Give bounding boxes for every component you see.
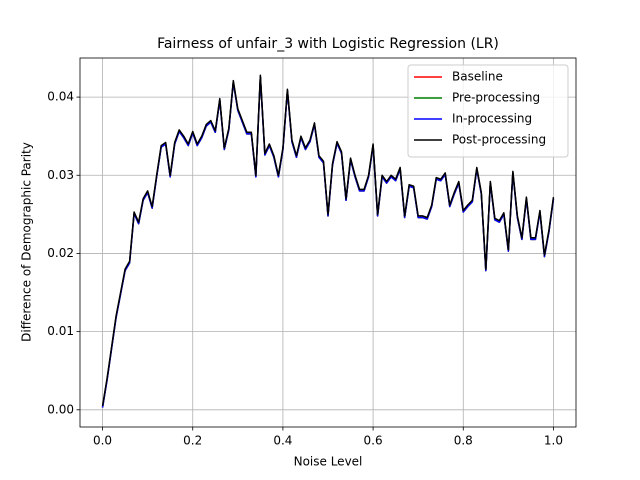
y-tick-label: 0.03 <box>47 168 74 182</box>
legend-label: Pre-processing <box>452 91 540 105</box>
x-axis-label: Noise Level <box>294 455 363 469</box>
x-tick-label: 0.0 <box>93 434 112 448</box>
x-tick-label: 1.0 <box>544 434 563 448</box>
legend-label: In-processing <box>452 112 532 126</box>
x-tick-label: 0.4 <box>273 434 292 448</box>
y-axis-label: Difference of Demographic Parity <box>20 142 34 342</box>
legend-box <box>407 64 569 158</box>
y-tick-label: 0.04 <box>47 90 74 104</box>
x-tick-label: 0.2 <box>183 434 202 448</box>
x-tick-label: 0.6 <box>364 434 383 448</box>
legend-label: Baseline <box>452 70 503 84</box>
x-tick-label: 0.8 <box>454 434 473 448</box>
plot-frame <box>79 57 577 428</box>
chart-title: Fairness of unfair_3 with Logistic Regre… <box>157 36 499 52</box>
y-tick-label: 0.01 <box>47 324 74 338</box>
series-line <box>101 74 555 407</box>
y-tick-label: 0.00 <box>47 402 74 416</box>
y-tick-label: 0.02 <box>47 246 74 260</box>
legend-label: Post-processing <box>452 133 546 147</box>
